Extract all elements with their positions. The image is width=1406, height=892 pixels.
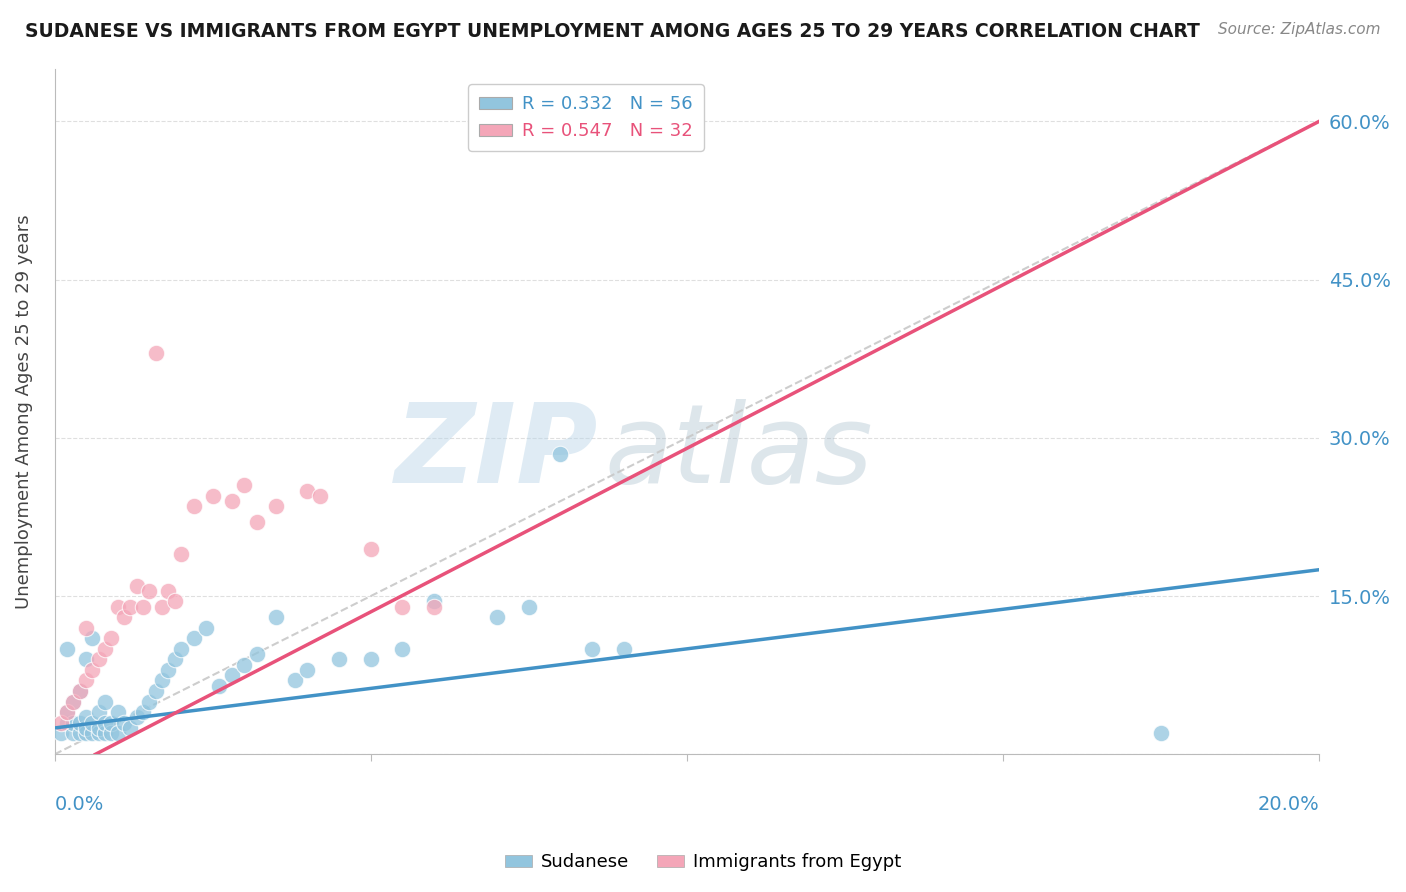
Point [360, 541, 382, 556]
Point [328, 652, 350, 666]
Point [94, 715, 117, 730]
Legend: Sudanese, Immigrants from Egypt: Sudanese, Immigrants from Egypt [498, 847, 908, 879]
Point [75, 710, 97, 724]
Point [82, 663, 104, 677]
Point [120, 599, 142, 614]
Y-axis label: Unemployment Among Ages 25 to 29 years: Unemployment Among Ages 25 to 29 years [15, 214, 32, 608]
Point [1150, 726, 1173, 740]
Point [94, 726, 117, 740]
Point [75, 621, 97, 635]
Point [297, 663, 319, 677]
Point [94, 641, 117, 656]
Text: atlas: atlas [605, 399, 873, 506]
Point [138, 695, 160, 709]
Text: 0.0%: 0.0% [55, 796, 104, 814]
Point [75, 673, 97, 688]
Point [309, 489, 332, 503]
Point [69, 726, 91, 740]
Point [112, 610, 135, 624]
Point [107, 599, 129, 614]
Point [391, 599, 413, 614]
Point [264, 500, 287, 514]
Point [284, 673, 307, 688]
Point [62, 695, 84, 709]
Point [125, 578, 148, 592]
Point [75, 652, 97, 666]
Point [56, 705, 79, 719]
Point [87, 705, 110, 719]
Point [62, 726, 84, 740]
Point [69, 684, 91, 698]
Point [170, 547, 193, 561]
Point [100, 715, 122, 730]
Text: Source: ZipAtlas.com: Source: ZipAtlas.com [1218, 22, 1381, 37]
Point [75, 721, 97, 735]
Point [550, 447, 572, 461]
Point [486, 610, 509, 624]
Point [69, 715, 91, 730]
Point [360, 652, 382, 666]
Point [49, 715, 72, 730]
Point [62, 695, 84, 709]
Point [56, 705, 79, 719]
Text: SUDANESE VS IMMIGRANTS FROM EGYPT UNEMPLOYMENT AMONG AGES 25 TO 29 YEARS CORRELA: SUDANESE VS IMMIGRANTS FROM EGYPT UNEMPL… [25, 22, 1201, 41]
Point [581, 641, 603, 656]
Point [87, 652, 110, 666]
Point [150, 599, 173, 614]
Point [145, 684, 167, 698]
Point [157, 663, 180, 677]
Point [208, 679, 231, 693]
Point [163, 652, 186, 666]
Point [423, 594, 446, 608]
Point [221, 668, 243, 682]
Point [62, 715, 84, 730]
Point [87, 726, 110, 740]
Point [264, 610, 287, 624]
Point [69, 684, 91, 698]
Point [423, 599, 446, 614]
Point [125, 710, 148, 724]
Point [391, 641, 413, 656]
Point [163, 594, 186, 608]
Point [49, 726, 72, 740]
Point [233, 478, 256, 492]
Point [246, 647, 269, 661]
Point [517, 599, 540, 614]
Point [233, 657, 256, 672]
Point [132, 599, 155, 614]
Point [201, 489, 224, 503]
Point [100, 632, 122, 646]
Point [75, 726, 97, 740]
Point [297, 483, 319, 498]
Point [120, 721, 142, 735]
Point [221, 494, 243, 508]
Point [107, 705, 129, 719]
Point [157, 583, 180, 598]
Point [56, 715, 79, 730]
Point [246, 515, 269, 529]
Text: ZIP: ZIP [395, 399, 599, 506]
Point [82, 726, 104, 740]
Point [170, 641, 193, 656]
Point [183, 500, 205, 514]
Point [138, 583, 160, 598]
Point [82, 632, 104, 646]
Point [613, 641, 636, 656]
Point [94, 695, 117, 709]
Legend: R = 0.332   N = 56, R = 0.547   N = 32: R = 0.332 N = 56, R = 0.547 N = 32 [468, 85, 704, 151]
Text: 20.0%: 20.0% [1257, 796, 1319, 814]
Point [195, 621, 218, 635]
Point [183, 632, 205, 646]
Point [87, 721, 110, 735]
Point [100, 726, 122, 740]
Point [112, 715, 135, 730]
Point [150, 673, 173, 688]
Point [132, 705, 155, 719]
Point [107, 726, 129, 740]
Point [56, 641, 79, 656]
Point [82, 715, 104, 730]
Point [145, 346, 167, 360]
